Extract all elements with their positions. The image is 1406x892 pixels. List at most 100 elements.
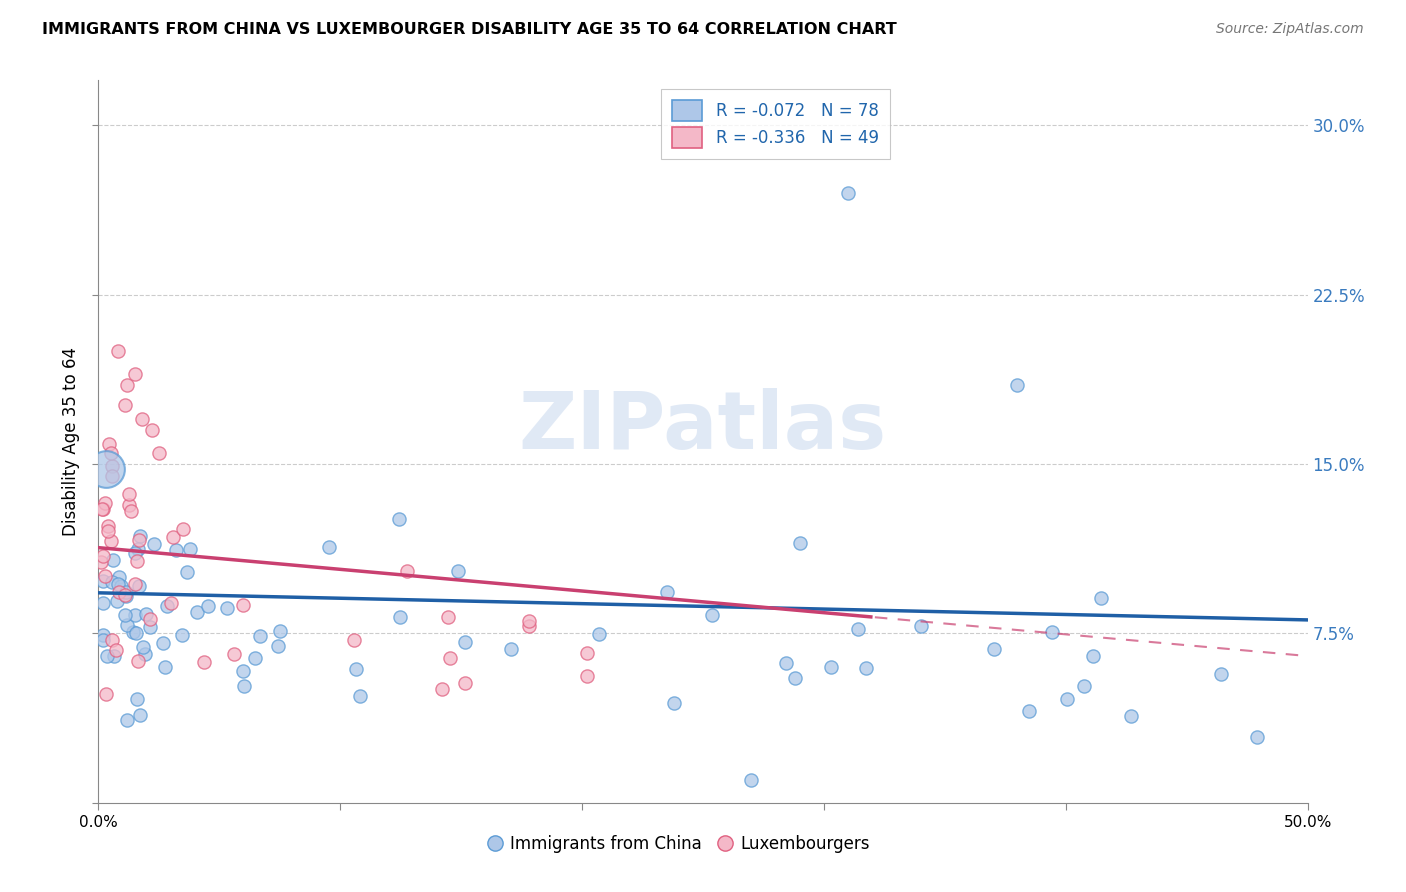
Point xyxy=(138,612,160,626)
Point xyxy=(142,537,165,551)
Point xyxy=(124,367,146,381)
Point xyxy=(588,627,610,641)
Point xyxy=(193,655,215,669)
Point xyxy=(101,632,124,647)
Point xyxy=(775,656,797,670)
Point xyxy=(517,614,540,628)
Point xyxy=(132,640,155,654)
Point xyxy=(846,622,869,636)
Point xyxy=(115,713,138,727)
Point xyxy=(90,502,112,516)
Point xyxy=(152,636,174,650)
Point xyxy=(576,646,599,660)
Point xyxy=(267,639,290,653)
Point xyxy=(127,541,149,556)
Point xyxy=(162,530,184,544)
Point xyxy=(97,524,120,539)
Text: ZIPatlas: ZIPatlas xyxy=(519,388,887,467)
Point xyxy=(396,564,419,578)
Point xyxy=(215,601,238,615)
Point xyxy=(104,642,127,657)
Point xyxy=(127,654,149,668)
Point xyxy=(125,692,148,706)
Legend: Immigrants from China, Luxembourgers: Immigrants from China, Luxembourgers xyxy=(481,828,876,860)
Point xyxy=(186,605,208,619)
Point xyxy=(179,542,201,557)
Point xyxy=(343,632,366,647)
Point xyxy=(117,378,139,392)
Point xyxy=(101,553,124,567)
Point xyxy=(94,495,117,509)
Point xyxy=(124,577,146,591)
Point xyxy=(129,529,152,543)
Point xyxy=(114,588,136,602)
Point xyxy=(1056,691,1078,706)
Point xyxy=(141,423,163,437)
Point xyxy=(101,458,124,473)
Point xyxy=(172,522,194,536)
Point xyxy=(349,690,371,704)
Point xyxy=(94,461,117,475)
Point xyxy=(439,650,461,665)
Point xyxy=(454,675,477,690)
Point xyxy=(1246,731,1268,745)
Point xyxy=(114,398,136,412)
Point xyxy=(1211,667,1233,681)
Point xyxy=(197,599,219,613)
Point xyxy=(344,662,367,676)
Point xyxy=(269,624,291,639)
Point xyxy=(135,607,157,621)
Point xyxy=(172,628,194,642)
Point xyxy=(96,649,118,664)
Point xyxy=(1007,378,1029,392)
Point xyxy=(134,647,156,661)
Point xyxy=(837,186,859,201)
Point xyxy=(97,519,120,533)
Point xyxy=(94,687,117,701)
Point xyxy=(105,594,128,608)
Point xyxy=(249,629,271,643)
Point xyxy=(575,668,598,682)
Point xyxy=(232,664,254,678)
Point xyxy=(910,619,932,633)
Point xyxy=(243,651,266,665)
Point xyxy=(120,504,142,518)
Point xyxy=(118,498,141,512)
Point xyxy=(131,412,153,426)
Point xyxy=(118,487,141,501)
Point xyxy=(785,672,807,686)
Point xyxy=(110,578,132,592)
Point xyxy=(115,589,138,603)
Point xyxy=(160,596,183,610)
Text: IMMIGRANTS FROM CHINA VS LUXEMBOURGER DISABILITY AGE 35 TO 64 CORRELATION CHART: IMMIGRANTS FROM CHINA VS LUXEMBOURGER DI… xyxy=(42,22,897,37)
Point xyxy=(91,596,114,610)
Point xyxy=(114,608,136,623)
Point xyxy=(103,648,125,663)
Point xyxy=(122,624,145,639)
Point xyxy=(501,642,523,657)
Point xyxy=(789,536,811,550)
Point xyxy=(100,446,122,460)
Point xyxy=(1040,625,1063,640)
Point xyxy=(107,577,129,591)
Point xyxy=(1073,679,1095,693)
Point xyxy=(1018,704,1040,718)
Text: Source: ZipAtlas.com: Source: ZipAtlas.com xyxy=(1216,22,1364,37)
Point xyxy=(176,566,198,580)
Point xyxy=(740,773,762,788)
Point xyxy=(388,511,411,525)
Point xyxy=(107,344,129,359)
Point xyxy=(222,647,245,661)
Point xyxy=(1090,591,1112,606)
Point xyxy=(156,599,179,614)
Point xyxy=(124,626,146,640)
Point xyxy=(93,502,115,516)
Point xyxy=(1121,709,1143,723)
Point xyxy=(165,543,187,558)
Point xyxy=(98,436,121,450)
Point xyxy=(93,569,115,583)
Point xyxy=(820,660,842,674)
Point xyxy=(447,564,470,578)
Point xyxy=(91,628,114,642)
Point xyxy=(318,540,340,554)
